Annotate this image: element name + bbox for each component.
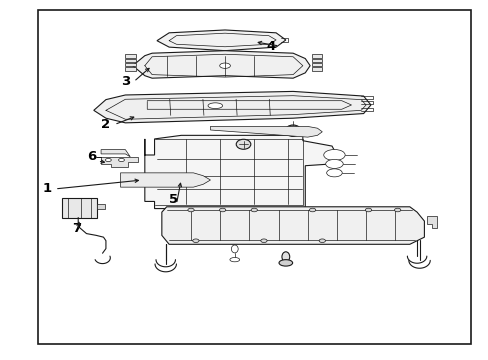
Ellipse shape xyxy=(326,169,342,177)
Ellipse shape xyxy=(192,239,199,243)
Bar xyxy=(311,63,322,66)
Text: 4: 4 xyxy=(266,40,275,53)
Ellipse shape xyxy=(285,125,300,136)
Text: 7: 7 xyxy=(72,222,81,235)
Polygon shape xyxy=(162,207,424,244)
Ellipse shape xyxy=(219,63,230,68)
Ellipse shape xyxy=(279,260,292,266)
Bar xyxy=(125,59,136,62)
Ellipse shape xyxy=(288,126,297,130)
Ellipse shape xyxy=(207,103,222,109)
Text: 2: 2 xyxy=(101,118,110,131)
Ellipse shape xyxy=(282,252,289,262)
Polygon shape xyxy=(426,216,436,228)
Polygon shape xyxy=(210,126,322,137)
Ellipse shape xyxy=(118,158,124,162)
Bar xyxy=(125,63,136,66)
Bar xyxy=(97,203,105,208)
Ellipse shape xyxy=(231,245,238,253)
Ellipse shape xyxy=(394,208,400,212)
Text: 3: 3 xyxy=(121,75,130,88)
Ellipse shape xyxy=(325,159,343,168)
Bar xyxy=(311,54,322,58)
Text: 5: 5 xyxy=(169,193,178,206)
Polygon shape xyxy=(157,30,285,51)
Ellipse shape xyxy=(105,158,111,162)
Bar xyxy=(38,10,469,344)
Ellipse shape xyxy=(219,208,225,212)
Ellipse shape xyxy=(365,208,371,212)
Ellipse shape xyxy=(309,208,315,212)
Ellipse shape xyxy=(250,208,257,212)
Ellipse shape xyxy=(229,257,239,262)
Bar xyxy=(125,54,136,58)
Ellipse shape xyxy=(236,139,250,149)
Text: 1: 1 xyxy=(43,183,52,195)
Polygon shape xyxy=(132,51,309,78)
Polygon shape xyxy=(101,150,130,157)
Polygon shape xyxy=(120,173,210,187)
Bar xyxy=(125,67,136,71)
Text: 6: 6 xyxy=(86,150,96,163)
Bar xyxy=(311,59,322,62)
Polygon shape xyxy=(144,135,336,208)
Bar xyxy=(311,67,322,71)
Bar xyxy=(62,198,97,217)
Ellipse shape xyxy=(260,239,266,243)
Ellipse shape xyxy=(323,149,345,161)
Ellipse shape xyxy=(319,239,325,243)
Polygon shape xyxy=(96,157,137,167)
Ellipse shape xyxy=(187,208,194,212)
Polygon shape xyxy=(94,91,370,123)
